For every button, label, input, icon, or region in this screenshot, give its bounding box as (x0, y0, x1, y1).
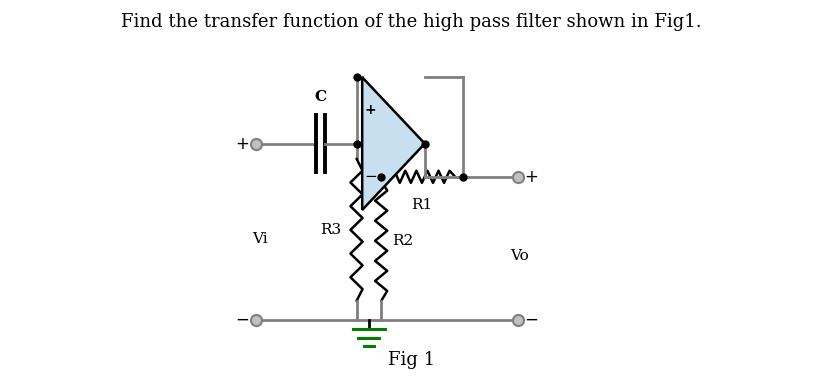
Text: R3: R3 (320, 223, 342, 237)
Text: +: + (365, 104, 376, 117)
Text: C: C (314, 90, 327, 104)
Text: −: − (524, 311, 538, 329)
Text: Fig 1: Fig 1 (388, 351, 435, 369)
Text: R1: R1 (412, 197, 433, 212)
Text: Vo: Vo (510, 249, 529, 263)
Text: −: − (235, 311, 249, 329)
Text: −: − (364, 169, 377, 184)
Text: Find the transfer function of the high pass filter shown in Fig1.: Find the transfer function of the high p… (121, 13, 702, 31)
Text: Vi: Vi (252, 232, 267, 246)
Text: +: + (524, 168, 538, 186)
Text: R2: R2 (393, 234, 414, 248)
Text: +: + (235, 134, 249, 152)
Polygon shape (362, 77, 425, 210)
